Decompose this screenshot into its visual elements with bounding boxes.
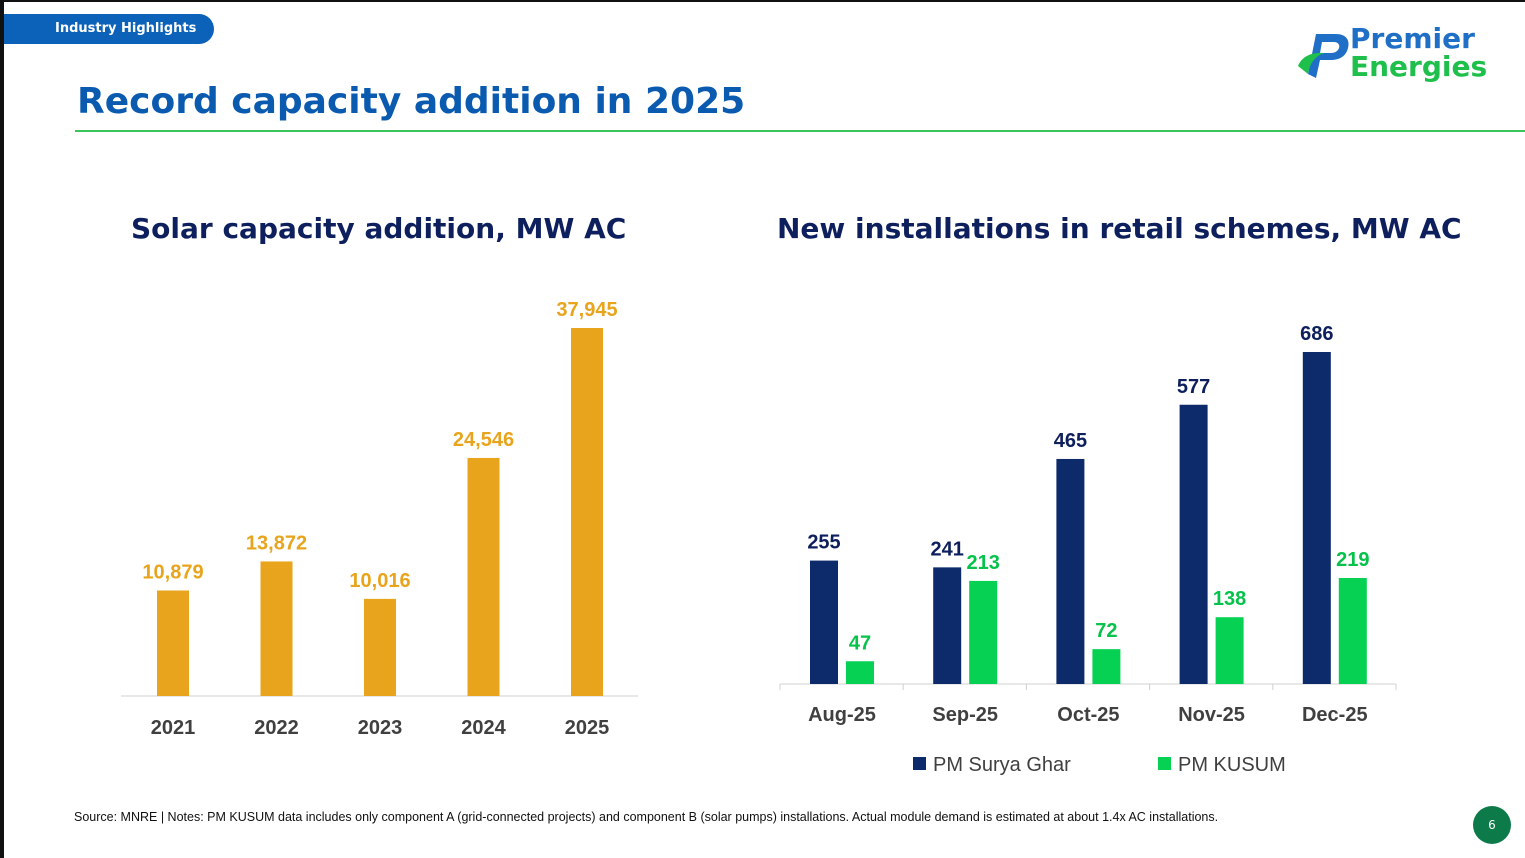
data-label-Oct-25-surya-ghar: 465 bbox=[1054, 430, 1087, 452]
data-label-Aug-25-kusum: 47 bbox=[849, 632, 871, 654]
data-label-2025: 37,945 bbox=[556, 299, 617, 321]
title-divider bbox=[75, 130, 1525, 132]
section-badge: Industry Highlights bbox=[4, 14, 214, 44]
logo-mark-icon bbox=[1298, 34, 1349, 78]
chart-title-solar: Solar capacity addition, MW AC bbox=[131, 212, 627, 245]
x-tick-label-Nov-25: Nov-25 bbox=[1178, 704, 1245, 726]
bar-2024 bbox=[467, 457, 500, 696]
bar-2022 bbox=[260, 561, 293, 696]
x-tick-label-Dec-25: Dec-25 bbox=[1302, 704, 1368, 726]
bar-Sep-25-kusum bbox=[969, 580, 998, 684]
x-tick-label-Oct-25: Oct-25 bbox=[1057, 704, 1119, 726]
solar-capacity-chart: 10,879 2021 13,872 2022 10,016 2023 24,546 2024… bbox=[121, 299, 638, 739]
data-label-Nov-25-kusum: 138 bbox=[1213, 588, 1246, 610]
bar-Aug-25-kusum bbox=[846, 661, 874, 684]
bar-2021 bbox=[157, 590, 189, 696]
x-tick-label-2021: 2021 bbox=[151, 717, 196, 739]
data-label-2022: 13,872 bbox=[246, 532, 307, 554]
data-label-Sep-25-kusum: 213 bbox=[967, 552, 1000, 574]
page-number-badge: 6 bbox=[1473, 806, 1511, 844]
x-tick-label-2023: 2023 bbox=[358, 717, 403, 739]
logo-text-line2: Energies bbox=[1350, 50, 1488, 83]
data-label-2023: 10,016 bbox=[349, 570, 410, 592]
legend-label-surya-ghar: PM Surya Ghar bbox=[933, 754, 1071, 776]
chart-title-retail: New installations in retail schemes, MW … bbox=[777, 212, 1462, 245]
data-label-Sep-25-surya-ghar: 241 bbox=[931, 538, 964, 560]
x-tick-label-Sep-25: Sep-25 bbox=[932, 704, 998, 726]
x-tick-label-2025: 2025 bbox=[565, 717, 610, 739]
frame-top-border bbox=[0, 0, 1525, 2]
logo-text-line1: Premier bbox=[1350, 22, 1475, 55]
legend-swatch-surya-ghar bbox=[913, 757, 926, 770]
page-title: Record capacity addition in 2025 bbox=[77, 81, 746, 122]
data-label-2024: 24,546 bbox=[453, 429, 514, 451]
bar-Dec-25-kusum bbox=[1338, 578, 1367, 684]
bar-Nov-25-surya-ghar bbox=[1179, 404, 1208, 684]
bar-2025 bbox=[571, 328, 603, 696]
data-label-Aug-25-surya-ghar: 255 bbox=[807, 532, 840, 554]
footnote: Source: MNRE | Notes: PM KUSUM data incl… bbox=[74, 810, 1219, 824]
bar-Dec-25-surya-ghar bbox=[1302, 352, 1331, 684]
data-label-Nov-25-surya-ghar: 577 bbox=[1177, 376, 1210, 398]
bar-Sep-25-surya-ghar bbox=[933, 567, 962, 684]
x-tick-label-2024: 2024 bbox=[461, 717, 506, 739]
company-logo: Premier Energies bbox=[1294, 22, 1504, 88]
bar-Nov-25-kusum bbox=[1215, 617, 1244, 684]
bar-Oct-25-kusum bbox=[1092, 649, 1121, 684]
data-label-Oct-25-kusum: 72 bbox=[1095, 620, 1117, 642]
data-label-Dec-25-surya-ghar: 686 bbox=[1300, 323, 1333, 345]
x-tick-label-Aug-25: Aug-25 bbox=[808, 704, 876, 726]
legend-swatch-kusum bbox=[1158, 757, 1171, 770]
bar-2023 bbox=[364, 598, 396, 696]
legend-label-kusum: PM KUSUM bbox=[1178, 754, 1286, 776]
data-label-Dec-25-kusum: 219 bbox=[1336, 549, 1369, 571]
data-label-2021: 10,879 bbox=[142, 561, 203, 583]
x-tick-label-2022: 2022 bbox=[254, 717, 299, 739]
frame-left-border bbox=[0, 0, 4, 858]
bar-Oct-25-surya-ghar bbox=[1056, 458, 1085, 684]
bar-Aug-25-surya-ghar bbox=[810, 560, 838, 684]
